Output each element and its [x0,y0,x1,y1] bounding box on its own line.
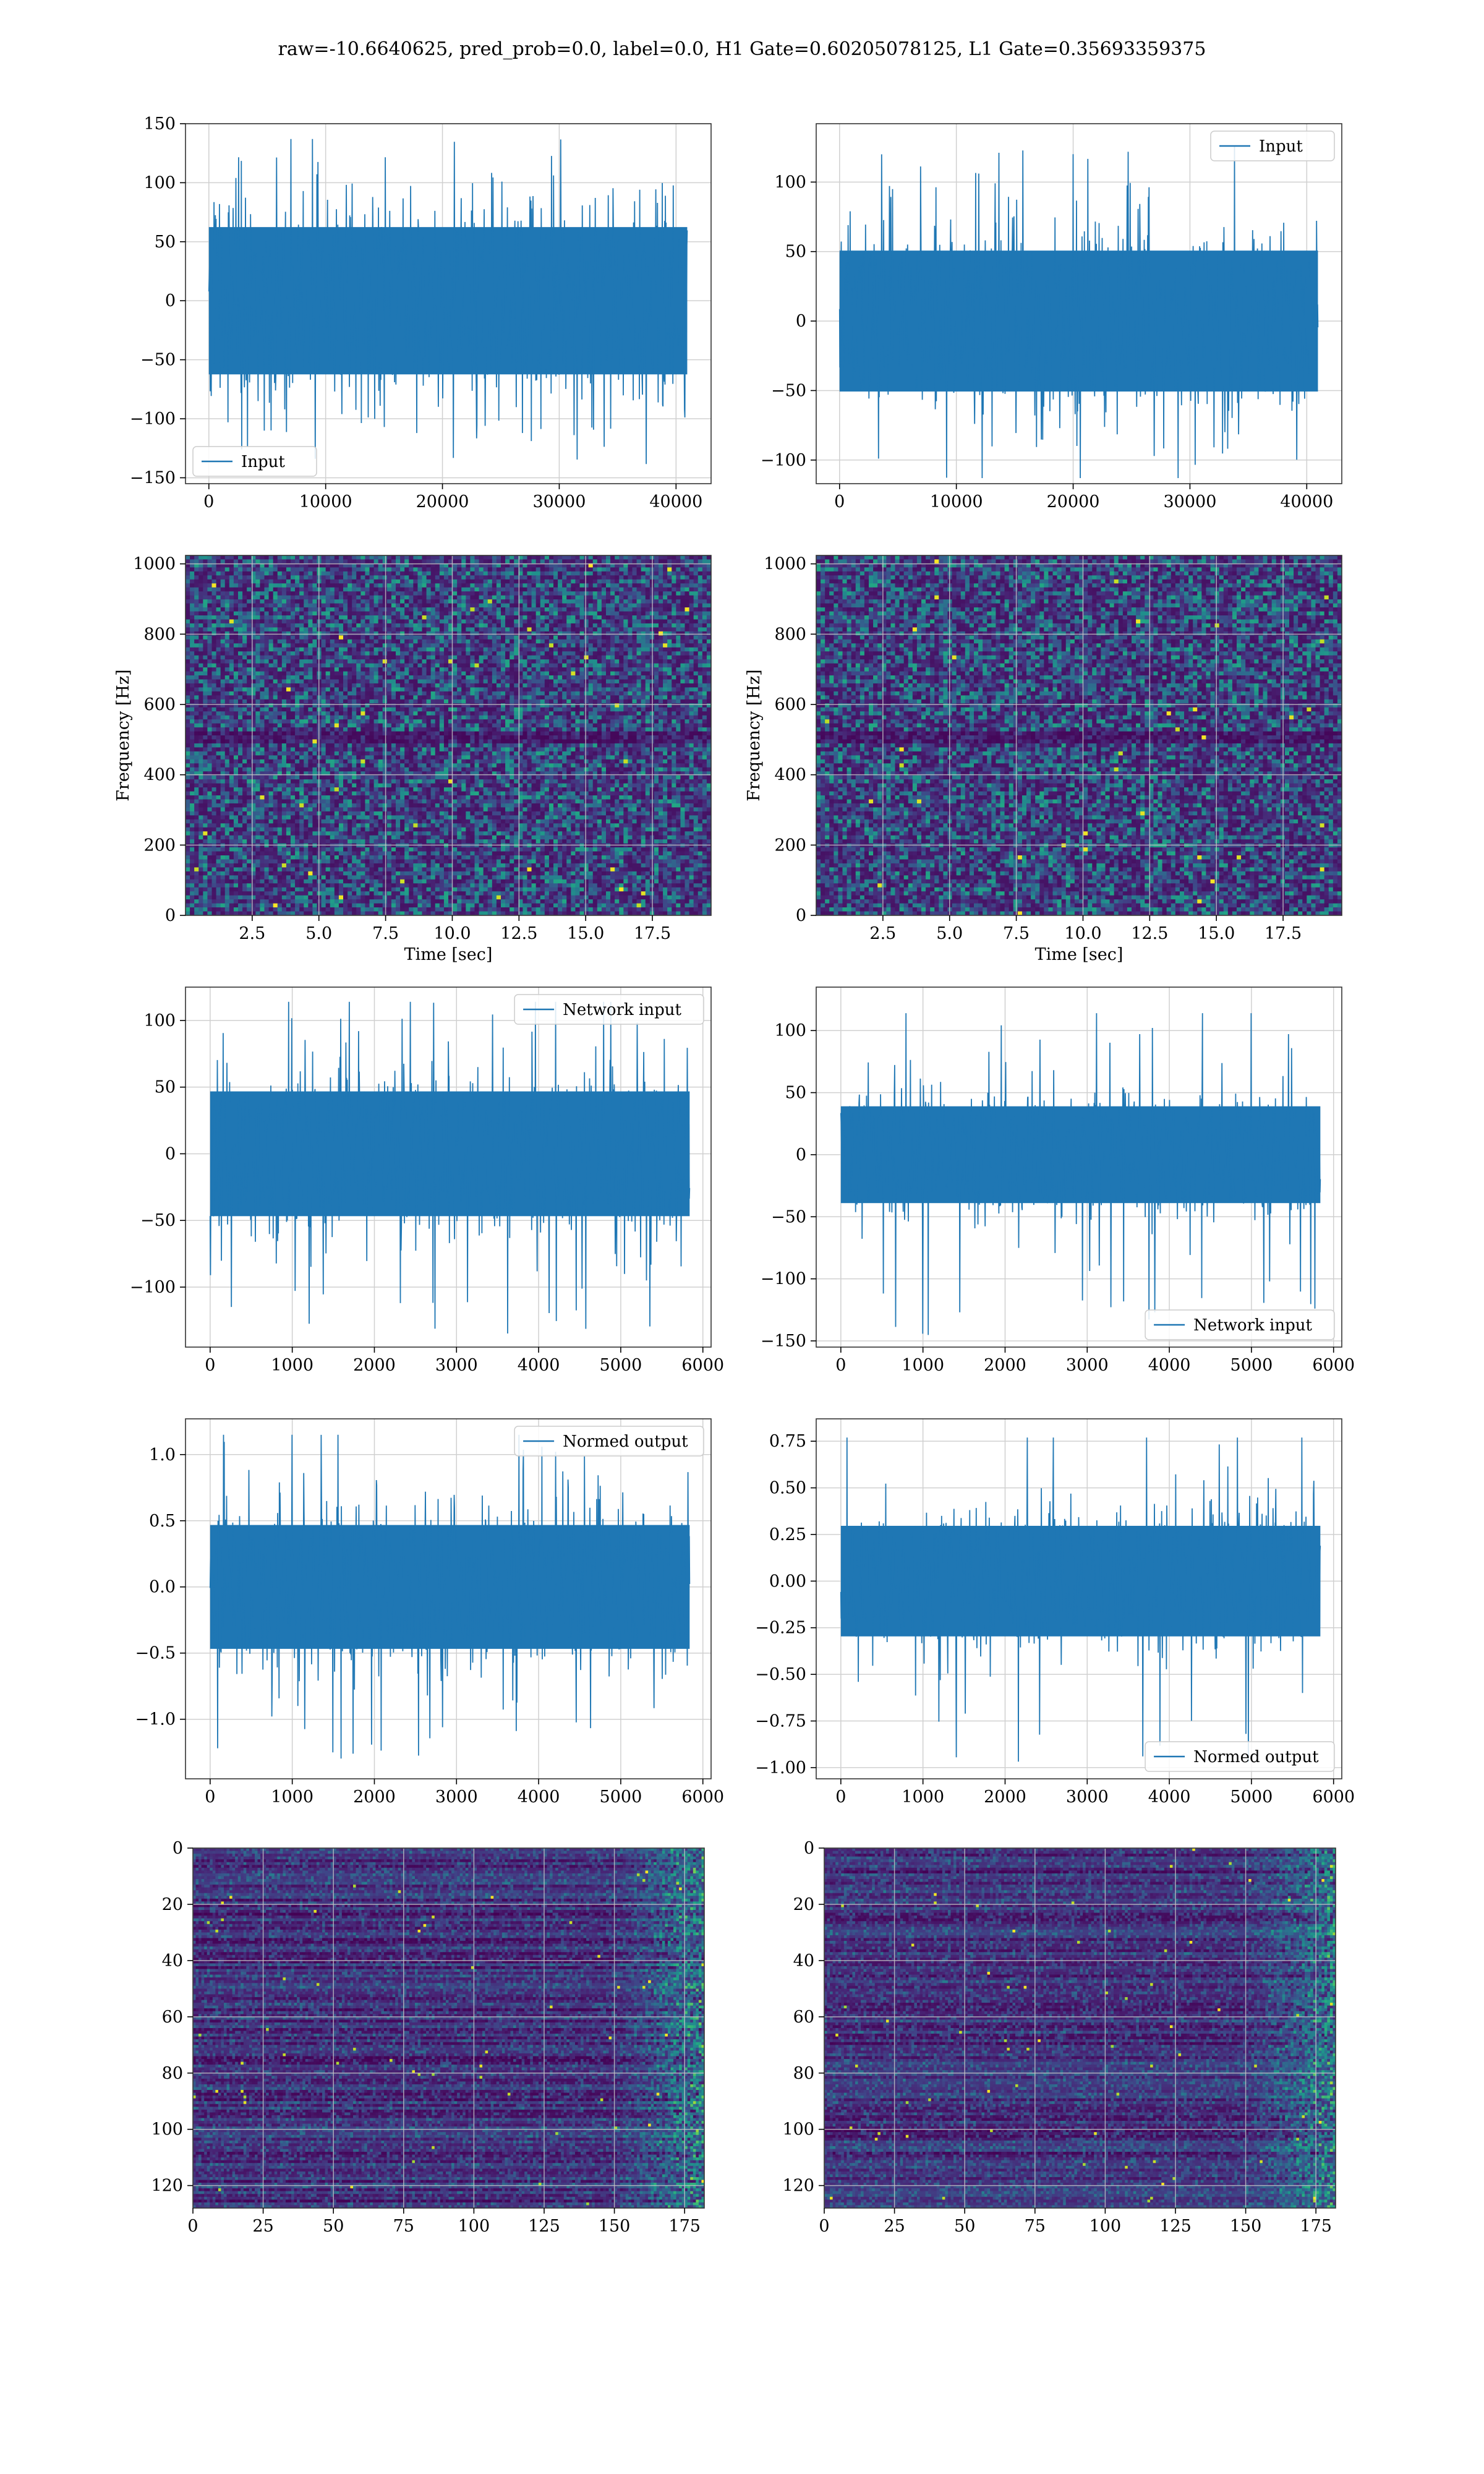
y-tick-label: 80 [793,2064,814,2083]
y-tick-label: 0 [804,1839,814,1858]
x-tick-label: 25 [884,2217,905,2236]
x-tick-label: 175 [1300,2217,1332,2236]
y-tick-label: 60 [793,2008,814,2027]
heatmap-cells [824,1848,1336,2209]
y-tick-label: 40 [793,1951,814,1971]
x-tick-label: 75 [1025,2217,1046,2236]
y-tick-label: 100 [782,2120,814,2139]
x-tick-label: 150 [1230,2217,1262,2236]
x-tick-label: 0 [819,2217,829,2236]
x-tick-label: 50 [954,2217,975,2236]
y-tick-label: 120 [782,2177,814,2196]
x-tick-label: 125 [1159,2217,1192,2236]
y-tick-label: 20 [793,1895,814,1914]
x-tick-label: 100 [1090,2217,1122,2236]
